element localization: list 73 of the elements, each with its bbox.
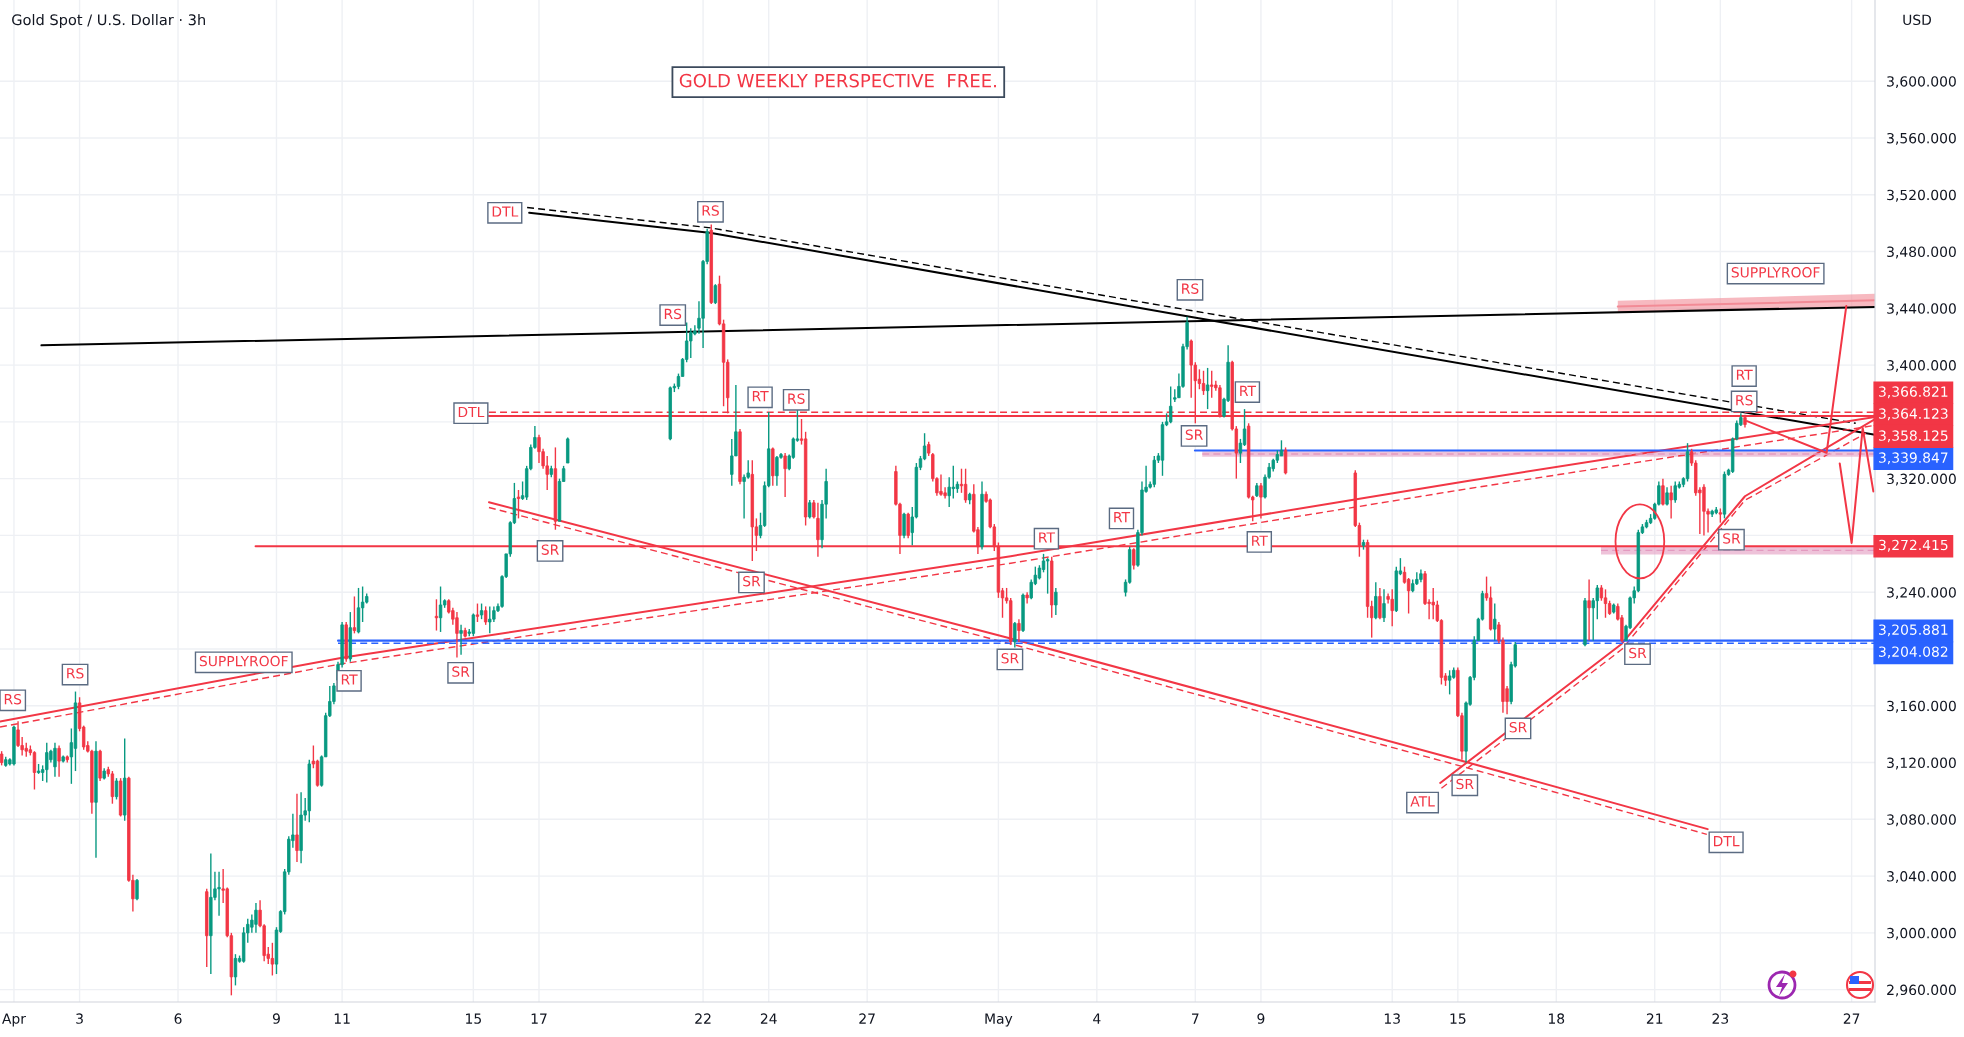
annotation: RS: [67, 668, 84, 679]
series-label: 3,205.881: [1879, 624, 1948, 637]
annotation: SR: [1456, 778, 1474, 790]
text: Gold Spot / U.S. Dollar · 3h: [12, 13, 205, 29]
x-tick-label: 15: [1450, 1013, 1466, 1024]
annotation: SR: [452, 666, 470, 677]
annotation: DTL: [458, 406, 485, 418]
annotation: RT: [1039, 532, 1056, 543]
x-tick-label: 13: [1384, 1013, 1400, 1024]
x-tick-label: 4: [1093, 1013, 1101, 1024]
series-label: 3,364.123: [1879, 408, 1948, 421]
x-tick-label: 18: [1548, 1013, 1565, 1024]
y-tick-label: 3,480.000: [1887, 246, 1956, 259]
y-tick-label: 3,240.000: [1887, 587, 1956, 600]
annotation: RS: [1736, 394, 1753, 406]
x-tick-label: 15: [466, 1013, 481, 1024]
annotation: RT: [1252, 535, 1268, 546]
annotation: SR: [1185, 429, 1203, 440]
x-tick-label: 9: [272, 1013, 280, 1024]
annotation: SUPPLYROOF: [199, 655, 288, 667]
y-tick-label: 3,600.000: [1887, 76, 1956, 89]
x-tick-label: 24: [760, 1013, 777, 1024]
x-tick-label: 27: [1843, 1013, 1860, 1024]
series-label: 3,339.847: [1879, 452, 1948, 465]
y-tick-label: 2,960.000: [1887, 984, 1956, 997]
y-tick-label: 3,560.000: [1887, 132, 1956, 145]
y-tick-label: 3,000.000: [1887, 927, 1956, 940]
y-tick-label: 3,080.000: [1887, 814, 1956, 827]
y-tick-label: 3,320.000: [1887, 473, 1956, 486]
annotation: RS: [1182, 283, 1199, 294]
annotation: SUPPLYROOF: [1731, 267, 1820, 278]
x-tick-label: 27: [859, 1013, 875, 1024]
x-tick-label: 3: [76, 1013, 83, 1024]
y-axis-title: USD: [1903, 14, 1932, 26]
annotation: SR: [541, 544, 559, 555]
annotation: RT: [752, 391, 769, 402]
series-label: 3,204.082: [1879, 646, 1948, 659]
annotation: SR: [1629, 647, 1647, 659]
annotation: RS: [702, 205, 719, 216]
series-label: 3,272.415: [1879, 539, 1948, 552]
annotation: RT: [1736, 369, 1753, 380]
annotation: GOLD WEEKLY PERSPECTIVE FREE.: [679, 73, 996, 88]
y-tick-label: 3,120.000: [1887, 757, 1956, 770]
annotation: RS: [788, 393, 805, 404]
annotation: SR: [743, 575, 761, 587]
x-tick-label: Apr: [2, 1013, 26, 1027]
x-tick-label: 22: [695, 1013, 711, 1024]
annotation: SR: [1509, 721, 1527, 733]
annotation: RS: [4, 693, 22, 705]
x-tick-label: 6: [174, 1013, 182, 1024]
x-tick-label: 17: [531, 1013, 547, 1024]
annotation: SR: [1001, 653, 1019, 664]
annotation: SR: [1723, 533, 1741, 544]
x-tick-label: 11: [334, 1013, 350, 1024]
annotation: RS: [664, 308, 682, 320]
annotation: DTL: [1714, 836, 1740, 847]
x-tick-label: May: [985, 1013, 1013, 1027]
x-tick-label: 21: [1646, 1013, 1663, 1024]
annotation: ATL: [1410, 796, 1435, 807]
annotation: DTL: [492, 206, 519, 217]
y-tick-label: 3,160.000: [1887, 700, 1956, 713]
y-tick-label: 3,440.000: [1887, 303, 1956, 316]
annotation: RT: [341, 674, 358, 685]
series-label: 3,366.821: [1879, 386, 1948, 399]
annotation: RT: [1114, 512, 1131, 523]
annotation: RT: [1240, 385, 1257, 396]
y-tick-label: 3,040.000: [1887, 871, 1956, 883]
x-tick-label: 23: [1712, 1013, 1729, 1024]
x-tick-label: 9: [1257, 1013, 1265, 1024]
y-tick-label: 3,400.000: [1887, 360, 1956, 372]
y-tick-label: 3,520.000: [1887, 189, 1956, 202]
x-tick-label: 7: [1192, 1013, 1199, 1024]
text: 3,358.125: [1879, 430, 1948, 443]
